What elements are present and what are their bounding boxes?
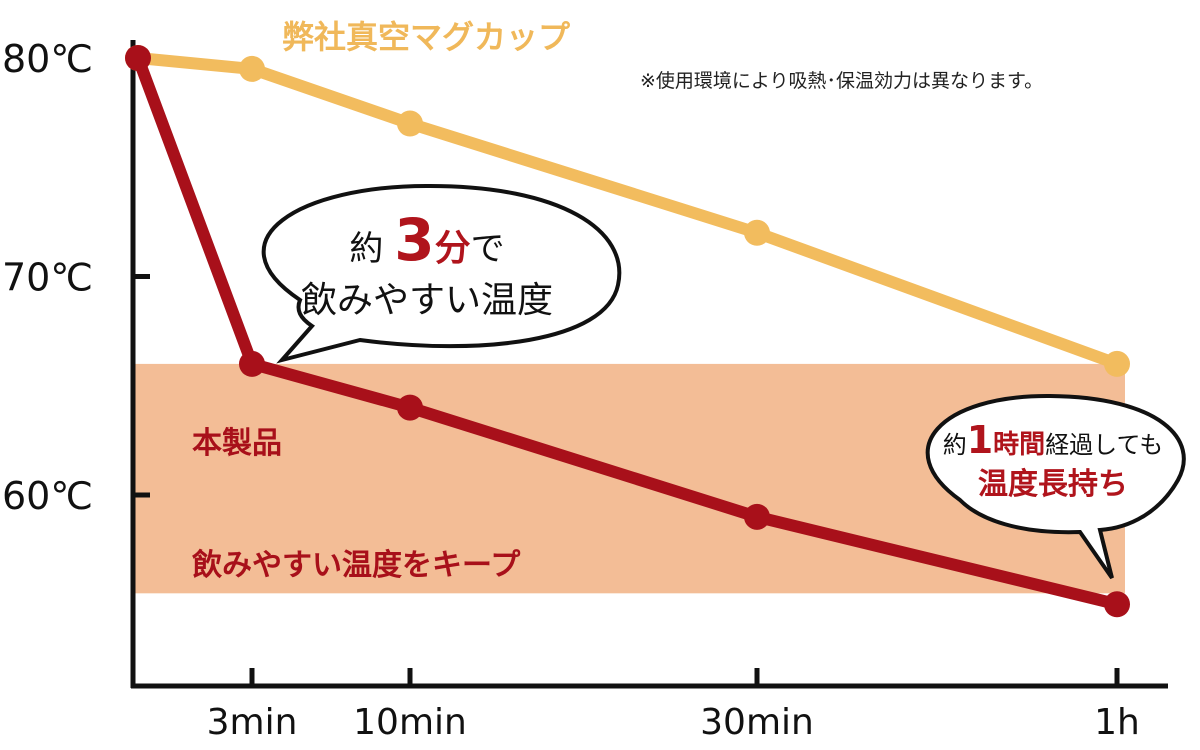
- speech-bubbles: [261, 183, 1186, 580]
- y-tick-label: 70℃: [2, 256, 93, 300]
- bubble-1h-text: 約1時間経過しても 温度長持ち: [928, 420, 1178, 505]
- bubble-1h-unit: 時間: [993, 430, 1046, 460]
- disclaimer-note: ※使用環境により吸熱･保温効力は異なります。: [640, 70, 1044, 92]
- x-tick-label: 3min: [207, 702, 298, 743]
- bubble-1h-line2: 温度長持ち: [978, 467, 1128, 502]
- series-0-point-30min: [744, 219, 770, 246]
- bubble-1h-suffix: 経過しても: [1045, 431, 1164, 459]
- band-label: 飲みやすい温度をキープ: [192, 548, 521, 583]
- axis-ticks: 80℃ 70℃ 60℃ 3min 10min 30min 1h: [2, 37, 1140, 743]
- y-tick-label: 60℃: [2, 474, 93, 518]
- speech-bubble-3min: [261, 183, 622, 364]
- series-layer: [125, 45, 1130, 618]
- series-0-point-3min: [239, 55, 265, 82]
- series-1-point-10min: [397, 394, 423, 421]
- bubble-1h-number: 1: [966, 418, 994, 462]
- bubble-3min-prefix: 約: [349, 229, 384, 269]
- series-1-point-30min: [744, 503, 770, 530]
- bubble-3min-line1: 約 3分で: [262, 210, 592, 279]
- x-tick-label: 30min: [700, 702, 814, 743]
- speech-bubble-1h: [925, 393, 1186, 580]
- series-1-point-3min: [239, 350, 265, 377]
- chart-axes: [130, 40, 1168, 689]
- bubble-3min-line2: 飲みやすい温度: [300, 280, 553, 321]
- bubble-3min-unit: 分: [434, 228, 471, 269]
- bubble-3min-number: 3: [394, 206, 435, 274]
- x-tick-label: 10min: [353, 702, 467, 743]
- series-1-point-0: [125, 45, 151, 71]
- bubble-1h-prefix: 約: [942, 431, 967, 459]
- bubble-1h-line1: 約1時間経過しても: [928, 420, 1178, 465]
- y-tick-label: 80℃: [2, 37, 93, 81]
- x-tick-label: 1h: [1094, 702, 1140, 743]
- bubble-3min-text: 約 3分で 飲みやすい温度: [262, 210, 592, 323]
- series-1-point-1h: [1104, 591, 1130, 618]
- series-label-product: 本製品: [192, 426, 282, 461]
- series-0-point-10min: [397, 110, 423, 137]
- bubble-3min-suffix: で: [470, 229, 505, 269]
- series-label-vacuum-mug: 弊社真空マグカップ: [282, 18, 571, 56]
- series-0-point-1h: [1104, 350, 1130, 377]
